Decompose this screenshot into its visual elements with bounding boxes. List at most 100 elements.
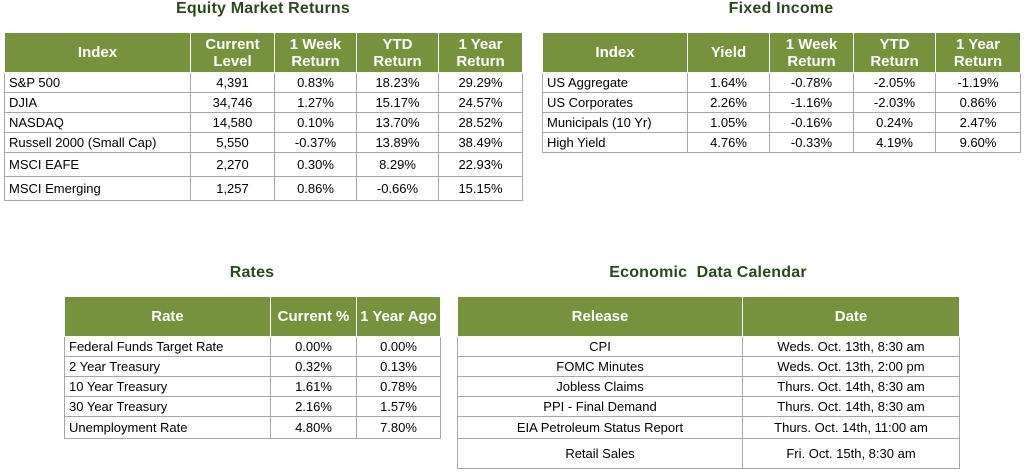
table-cell: 0.24% xyxy=(853,112,936,133)
col-header-1-week-return: 1 Week Return xyxy=(769,32,854,73)
table-row: Federal Funds Target Rate 0.00% 0.00% xyxy=(64,336,441,357)
table-cell: MSCI Emerging xyxy=(4,176,191,201)
table-cell: 30 Year Treasury xyxy=(64,396,271,417)
table-cell: 14,580 xyxy=(190,112,275,133)
table-cell: 0.00% xyxy=(270,336,357,357)
table-cell: 0.13% xyxy=(356,356,441,377)
fixed-income-title: Fixed Income xyxy=(728,0,834,17)
table-cell: -1.19% xyxy=(935,72,1021,93)
table-row: Retail Sales Fri. Oct. 15th, 8:30 am xyxy=(457,438,960,469)
table-cell: 24.57% xyxy=(438,92,523,113)
table-row: Russell 2000 (Small Cap) 5,550 -0.37% 13… xyxy=(4,132,523,153)
table-cell: 38.49% xyxy=(438,132,523,153)
table-cell: DJIA xyxy=(4,92,191,113)
table-row: Unemployment Rate 4.80% 7.80% xyxy=(64,416,441,439)
table-cell: 0.78% xyxy=(356,376,441,397)
fixed-income-table: Index Yield 1 Week Return YTD Return 1 Y… xyxy=(542,32,1021,153)
table-cell: 1,257 xyxy=(190,176,275,201)
table-cell: 0.83% xyxy=(274,72,357,93)
calendar-table: Release Date CPI Weds. Oct. 13th, 8:30 a… xyxy=(457,296,960,469)
table-row: EIA Petroleum Status Report Thurs. Oct. … xyxy=(457,416,960,439)
table-cell: 2,270 xyxy=(190,152,275,177)
table-cell: Weds. Oct. 13th, 2:00 pm xyxy=(742,356,960,377)
col-header-date: Date xyxy=(742,296,960,337)
col-header-current-level: Current Level xyxy=(190,32,275,73)
table-cell: 2 Year Treasury xyxy=(64,356,271,377)
table-cell: 13.70% xyxy=(356,112,439,133)
table-row: Municipals (10 Yr) 1.05% -0.16% 0.24% 2.… xyxy=(542,112,1021,133)
table-cell: 34,746 xyxy=(190,92,275,113)
col-header-1-year-return: 1 Year Return xyxy=(935,32,1021,73)
rates-header-row: Rate Current % 1 Year Ago xyxy=(64,296,441,337)
table-row: FOMC Minutes Weds. Oct. 13th, 2:00 pm xyxy=(457,356,960,377)
table-cell: Thurs. Oct. 14th, 8:30 am xyxy=(742,396,960,417)
table-cell: High Yield xyxy=(542,132,688,153)
table-cell: 0.86% xyxy=(935,92,1021,113)
table-cell: S&P 500 xyxy=(4,72,191,93)
table-cell: Unemployment Rate xyxy=(64,416,271,439)
col-header-1-week-return: 1 Week Return xyxy=(274,32,357,73)
table-cell: 7.80% xyxy=(356,416,441,439)
col-header-ytd-return: YTD Return xyxy=(853,32,936,73)
table-cell: Federal Funds Target Rate xyxy=(64,336,271,357)
equity-table: Index Current Level 1 Week Return YTD Re… xyxy=(4,32,523,201)
table-cell: 0.30% xyxy=(274,152,357,177)
table-row: DJIA 34,746 1.27% 15.17% 24.57% xyxy=(4,92,523,113)
table-cell: 10 Year Treasury xyxy=(64,376,271,397)
table-cell: PPI - Final Demand xyxy=(457,396,743,417)
table-row: MSCI EAFE 2,270 0.30% 8.29% 22.93% xyxy=(4,152,523,177)
calendar-header-row: Release Date xyxy=(457,296,960,337)
table-cell: -0.33% xyxy=(769,132,854,153)
table-cell: 0.86% xyxy=(274,176,357,201)
table-cell: 15.15% xyxy=(438,176,523,201)
table-cell: Thurs. Oct. 14th, 11:00 am xyxy=(742,416,960,439)
table-cell: 15.17% xyxy=(356,92,439,113)
table-cell: 0.00% xyxy=(356,336,441,357)
table-cell: 13.89% xyxy=(356,132,439,153)
table-cell: 2.47% xyxy=(935,112,1021,133)
table-cell: MSCI EAFE xyxy=(4,152,191,177)
fixed-income-header-row: Index Yield 1 Week Return YTD Return 1 Y… xyxy=(542,32,1021,73)
table-row: US Corporates 2.26% -1.16% -2.03% 0.86% xyxy=(542,92,1021,113)
table-row: High Yield 4.76% -0.33% 4.19% 9.60% xyxy=(542,132,1021,153)
table-cell: -2.03% xyxy=(853,92,936,113)
table-cell: -1.16% xyxy=(769,92,854,113)
calendar-title: Economic Data Calendar xyxy=(609,264,807,281)
table-cell: FOMC Minutes xyxy=(457,356,743,377)
table-row: NASDAQ 14,580 0.10% 13.70% 28.52% xyxy=(4,112,523,133)
table-row: MSCI Emerging 1,257 0.86% -0.66% 15.15% xyxy=(4,176,523,201)
table-cell: 22.93% xyxy=(438,152,523,177)
col-header-index: Index xyxy=(4,32,191,73)
table-cell: NASDAQ xyxy=(4,112,191,133)
table-cell: -0.37% xyxy=(274,132,357,153)
table-cell: -0.66% xyxy=(356,176,439,201)
col-header-current-percent: Current % xyxy=(270,296,357,337)
table-cell: 2.16% xyxy=(270,396,357,417)
col-header-index: Index xyxy=(542,32,688,73)
rates-title: Rates xyxy=(229,264,275,281)
table-cell: CPI xyxy=(457,336,743,357)
table-cell: 0.32% xyxy=(270,356,357,377)
table-cell: US Aggregate xyxy=(542,72,688,93)
table-cell: 29.29% xyxy=(438,72,523,93)
table-cell: 0.10% xyxy=(274,112,357,133)
table-cell: 4.80% xyxy=(270,416,357,439)
table-cell: 18.23% xyxy=(356,72,439,93)
table-cell: 5,550 xyxy=(190,132,275,153)
table-cell: 28.52% xyxy=(438,112,523,133)
table-row: US Aggregate 1.64% -0.78% -2.05% -1.19% xyxy=(542,72,1021,93)
table-cell: -0.78% xyxy=(769,72,854,93)
table-cell: Municipals (10 Yr) xyxy=(542,112,688,133)
table-cell: 2.26% xyxy=(687,92,770,113)
table-row: S&P 500 4,391 0.83% 18.23% 29.29% xyxy=(4,72,523,93)
table-cell: 1.05% xyxy=(687,112,770,133)
table-row: PPI - Final Demand Thurs. Oct. 14th, 8:3… xyxy=(457,396,960,417)
table-cell: US Corporates xyxy=(542,92,688,113)
table-cell: Jobless Claims xyxy=(457,376,743,397)
table-cell: EIA Petroleum Status Report xyxy=(457,416,743,439)
table-row: CPI Weds. Oct. 13th, 8:30 am xyxy=(457,336,960,357)
table-cell: Retail Sales xyxy=(457,438,743,469)
table-cell: 1.61% xyxy=(270,376,357,397)
table-cell: 4.76% xyxy=(687,132,770,153)
table-cell: -0.16% xyxy=(769,112,854,133)
